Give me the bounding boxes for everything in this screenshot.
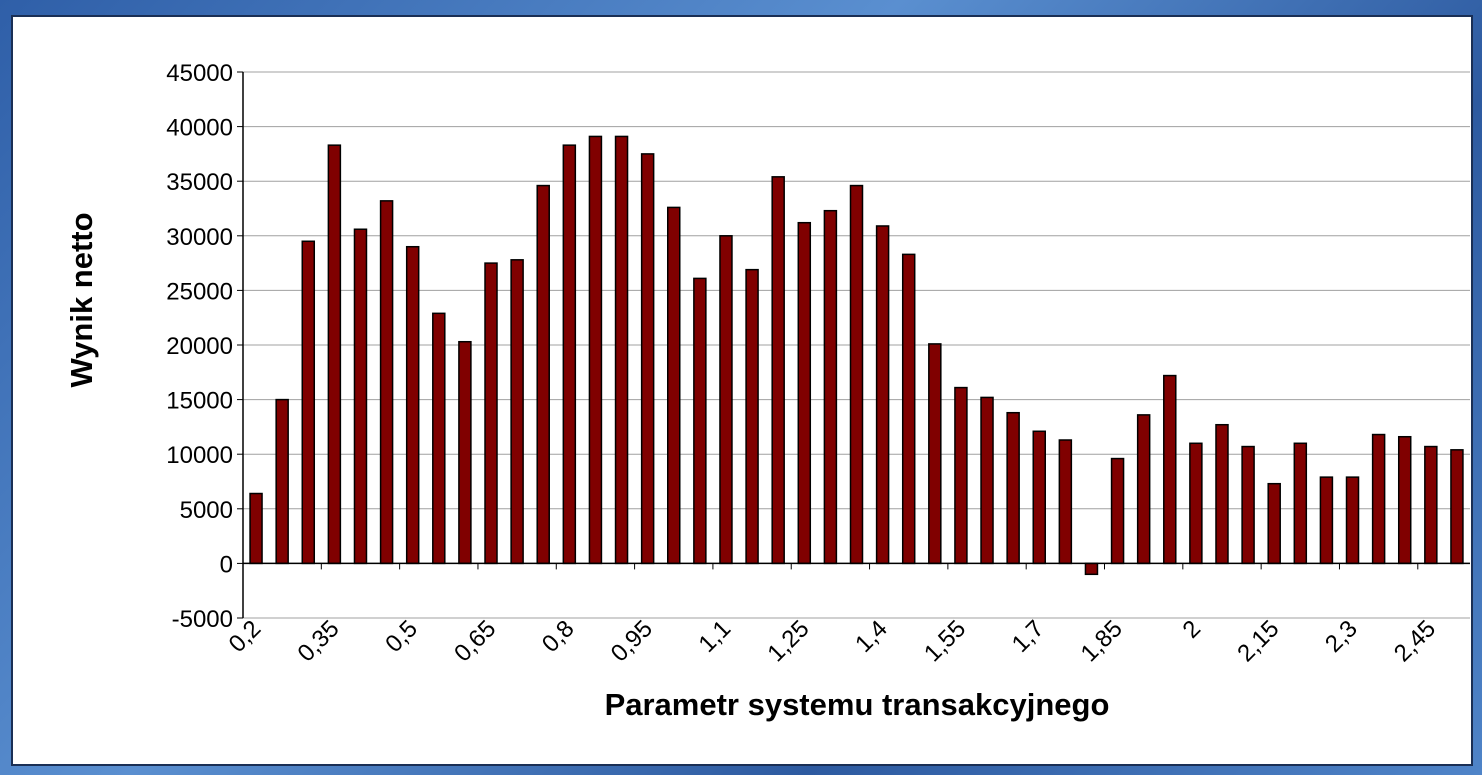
- bar: [1397, 435, 1412, 565]
- bar: [614, 135, 629, 565]
- bar: [771, 176, 785, 565]
- bar: [1345, 476, 1360, 565]
- x-axis-title: Parametr systemu transakcyjnego: [605, 687, 1110, 722]
- bar: [1215, 423, 1229, 565]
- y-tick-label: 20000: [166, 333, 233, 360]
- y-tick-label: 25000: [166, 278, 233, 305]
- bar: [928, 343, 942, 565]
- y-tick-label: 40000: [166, 115, 233, 142]
- bar: [667, 206, 681, 565]
- bar: [1424, 445, 1438, 565]
- bar: [1293, 442, 1308, 565]
- bar: [536, 184, 550, 565]
- bar: [1450, 449, 1464, 565]
- bar: [458, 340, 472, 565]
- bar: [823, 209, 838, 565]
- bar: [1241, 445, 1255, 565]
- bar: [379, 200, 394, 565]
- bar: [405, 245, 420, 565]
- bar: [980, 396, 994, 565]
- bar: [1110, 457, 1125, 565]
- bar: [1136, 414, 1151, 565]
- bar: [1006, 411, 1020, 565]
- bar: [1032, 430, 1046, 565]
- y-tick-label: 15000: [166, 388, 233, 415]
- bar: [849, 184, 864, 565]
- bar: [432, 312, 446, 565]
- y-tick-label: 30000: [166, 224, 233, 251]
- bar: [275, 398, 289, 565]
- bar: [1084, 562, 1099, 576]
- bar: [954, 386, 968, 565]
- bar: [353, 228, 368, 565]
- y-tick-label: 10000: [166, 442, 233, 469]
- bar: [693, 277, 707, 565]
- y-tick-label: 35000: [166, 169, 233, 196]
- y-tick-label: 0: [220, 551, 233, 578]
- bar: [640, 153, 655, 565]
- bar: [562, 144, 577, 565]
- bar: [745, 268, 759, 565]
- y-tick-label: 5000: [180, 497, 233, 524]
- bar: [1189, 442, 1203, 565]
- bar: [1371, 433, 1386, 565]
- bar: [797, 221, 812, 565]
- bar: [484, 262, 498, 565]
- bar: [510, 259, 524, 565]
- bar: [875, 225, 890, 565]
- bar: [1267, 482, 1281, 565]
- bar: [901, 253, 916, 565]
- bar: [1319, 476, 1334, 565]
- bar: [301, 240, 316, 565]
- y-axis-title: Wynik netto: [64, 212, 99, 387]
- bar: [249, 492, 263, 565]
- y-tick-label: 45000: [166, 60, 233, 87]
- chart-panel: [11, 15, 1473, 766]
- bar: [1058, 439, 1073, 565]
- bar: [327, 144, 342, 565]
- y-tick-label: -5000: [172, 606, 233, 633]
- bar: [719, 235, 733, 565]
- bar: [1163, 374, 1177, 565]
- bar: [588, 135, 603, 565]
